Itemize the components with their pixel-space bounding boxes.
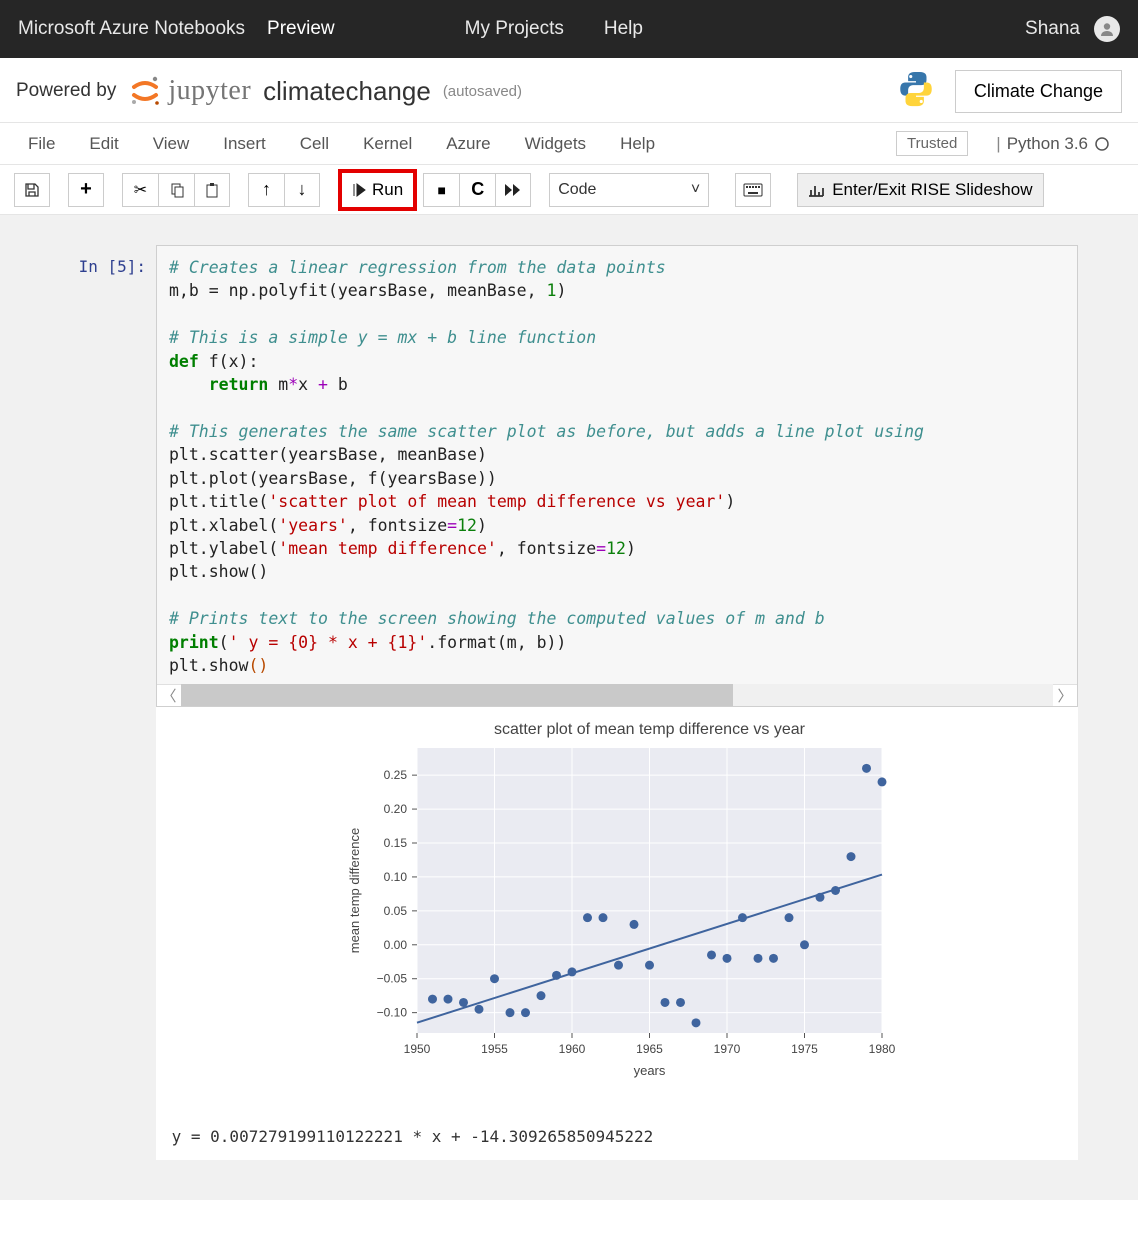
svg-text:−0.05: −0.05 xyxy=(377,971,408,985)
svg-text:0.20: 0.20 xyxy=(384,802,408,816)
cell-output: 1950 1955 1960 1965 1970 1975 1980 −0.10 −0.05 0.… xyxy=(156,707,1078,1160)
svg-text:1965: 1965 xyxy=(636,1042,663,1056)
chevron-down-icon: ˅ xyxy=(691,181,700,199)
powered-by-label: Powered by xyxy=(16,80,116,102)
input-prompt: In [5]: xyxy=(60,245,156,707)
celltype-select[interactable]: Code ˅ xyxy=(549,173,709,207)
move-group: ↑ ↓ xyxy=(248,173,320,207)
save-button[interactable] xyxy=(14,173,50,207)
menu-edit[interactable]: Edit xyxy=(89,134,118,154)
svg-text:1955: 1955 xyxy=(481,1042,508,1056)
help-link[interactable]: Help xyxy=(604,18,643,40)
barchart-icon xyxy=(808,183,824,197)
python-logo-icon xyxy=(895,68,937,114)
paste-button[interactable] xyxy=(194,173,230,207)
notebook-name[interactable]: climatechange xyxy=(263,76,431,107)
rise-label: Enter/Exit RISE Slideshow xyxy=(832,180,1032,200)
stop-icon: ■ xyxy=(437,182,445,198)
add-cell-button[interactable]: + xyxy=(68,173,104,207)
user-avatar-icon[interactable] xyxy=(1094,16,1120,42)
user-name[interactable]: Shana xyxy=(1025,18,1080,40)
svg-text:scatter plot of mean temp diff: scatter plot of mean temp difference vs … xyxy=(494,721,806,738)
command-palette-button[interactable] xyxy=(735,173,771,207)
menu-kernel[interactable]: Kernel xyxy=(363,134,412,154)
paste-icon xyxy=(204,182,220,198)
notebook-header: Powered by jupyter climatechange (autosa… xyxy=(0,58,1138,123)
kernel-idle-icon xyxy=(1094,136,1110,152)
copy-button[interactable] xyxy=(158,173,194,207)
toolbar: + ✂ ↑ ↓ Run ■ C Code ˅ Enter/Exit RISE S… xyxy=(0,165,1138,215)
svg-text:years: years xyxy=(634,1063,666,1078)
restart-icon: C xyxy=(471,179,484,200)
keyboard-icon xyxy=(743,183,763,197)
output-chart: 1950 1955 1960 1965 1970 1975 1980 −0.10 −0.05 0.… xyxy=(337,713,897,1113)
restart-run-button[interactable] xyxy=(495,173,531,207)
menu-bar: File Edit View Insert Cell Kernel Azure … xyxy=(0,123,1138,165)
svg-text:0.10: 0.10 xyxy=(384,870,408,884)
fast-forward-icon xyxy=(504,183,522,197)
code-content: # Creates a linear regression from the d… xyxy=(157,246,1077,684)
svg-text:−0.10: −0.10 xyxy=(377,1005,408,1019)
svg-text:1975: 1975 xyxy=(791,1042,818,1056)
code-editor[interactable]: # Creates a linear regression from the d… xyxy=(156,245,1078,707)
autosaved-label: (autosaved) xyxy=(443,83,522,100)
move-up-button[interactable]: ↑ xyxy=(248,173,284,207)
azure-topbar: Microsoft Azure Notebooks Preview My Pro… xyxy=(0,0,1138,58)
brand-text: Microsoft Azure Notebooks xyxy=(18,18,245,40)
move-down-button[interactable]: ↓ xyxy=(284,173,320,207)
menu-file[interactable]: File xyxy=(28,134,55,154)
save-icon xyxy=(24,182,40,198)
jupyter-text: jupyter xyxy=(168,75,251,107)
svg-text:0.15: 0.15 xyxy=(384,836,408,850)
svg-text:1950: 1950 xyxy=(404,1042,431,1056)
stdout-text: y = 0.007279199110122221 * x + -14.30926… xyxy=(156,1113,1078,1160)
run-label: Run xyxy=(372,180,403,200)
celltype-label: Code xyxy=(558,181,596,199)
menu-help[interactable]: Help xyxy=(620,134,655,154)
svg-text:0.00: 0.00 xyxy=(384,937,408,951)
svg-text:1970: 1970 xyxy=(714,1042,741,1056)
restart-button[interactable]: C xyxy=(459,173,495,207)
svg-text:mean temp difference: mean temp difference xyxy=(347,827,362,953)
scissors-icon: ✂ xyxy=(134,180,147,200)
edit-group: ✂ xyxy=(122,173,230,207)
svg-text:0.05: 0.05 xyxy=(384,903,408,917)
menu-insert[interactable]: Insert xyxy=(223,134,266,154)
cut-button[interactable]: ✂ xyxy=(122,173,158,207)
preview-text: Preview xyxy=(267,18,335,40)
notebook-area: In [5]: # Creates a linear regression fr… xyxy=(0,215,1138,1200)
jupyter-logo: jupyter xyxy=(128,74,251,108)
kernel-indicator: | Python 3.6 xyxy=(996,134,1110,154)
horizontal-scrollbar[interactable]: 〈 〉 xyxy=(157,684,1077,706)
climate-change-button[interactable]: Climate Change xyxy=(955,70,1122,113)
menu-azure[interactable]: Azure xyxy=(446,134,490,154)
interrupt-button[interactable]: ■ xyxy=(423,173,459,207)
kernel-group: ■ C xyxy=(423,173,531,207)
menu-widgets[interactable]: Widgets xyxy=(525,134,586,154)
run-button[interactable]: Run xyxy=(338,169,417,211)
menu-view[interactable]: View xyxy=(153,134,190,154)
svg-text:1960: 1960 xyxy=(559,1042,586,1056)
arrow-down-icon: ↓ xyxy=(298,179,307,200)
svg-text:0.25: 0.25 xyxy=(384,768,408,782)
trusted-badge[interactable]: Trusted xyxy=(896,131,968,156)
kernel-name: Python 3.6 xyxy=(1007,134,1088,154)
code-cell[interactable]: In [5]: # Creates a linear regression fr… xyxy=(60,245,1078,707)
run-icon xyxy=(352,183,366,197)
menu-cell[interactable]: Cell xyxy=(300,134,329,154)
plus-icon: + xyxy=(80,178,92,201)
myprojects-link[interactable]: My Projects xyxy=(465,18,564,40)
svg-text:1980: 1980 xyxy=(869,1042,896,1056)
copy-icon xyxy=(169,182,185,198)
arrow-up-icon: ↑ xyxy=(262,179,271,200)
rise-button[interactable]: Enter/Exit RISE Slideshow xyxy=(797,173,1043,207)
